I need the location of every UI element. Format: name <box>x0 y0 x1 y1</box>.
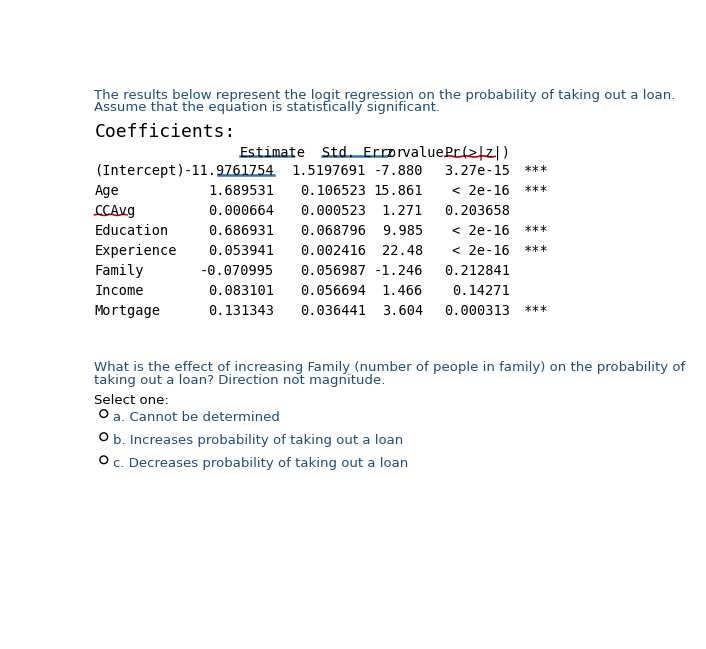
Text: ***: *** <box>524 224 549 238</box>
Text: Age: Age <box>95 184 119 198</box>
Text: ***: *** <box>524 164 549 178</box>
Text: Experience: Experience <box>95 244 177 258</box>
Text: Family: Family <box>95 264 144 278</box>
Text: 0.000523: 0.000523 <box>300 204 366 218</box>
Text: Income: Income <box>95 284 144 299</box>
Text: < 2e-16: < 2e-16 <box>452 184 510 198</box>
Text: taking out a loan? Direction not magnitude.: taking out a loan? Direction not magnitu… <box>95 374 385 387</box>
Text: 0.000313: 0.000313 <box>444 304 510 318</box>
Text: Pr(>|z|): Pr(>|z|) <box>445 145 510 160</box>
Text: 0.14271: 0.14271 <box>452 284 510 299</box>
Text: 0.056694: 0.056694 <box>300 284 366 299</box>
Text: The results below represent the logit regression on the probability of taking ou: The results below represent the logit re… <box>95 89 676 102</box>
Text: < 2e-16: < 2e-16 <box>452 244 510 258</box>
Text: 0.083101: 0.083101 <box>208 284 274 299</box>
Text: 1.5197691: 1.5197691 <box>292 164 366 178</box>
Text: 0.036441: 0.036441 <box>300 304 366 318</box>
Text: 0.686931: 0.686931 <box>208 224 274 238</box>
Text: 0.053941: 0.053941 <box>208 244 274 258</box>
Text: -0.070995: -0.070995 <box>200 264 274 278</box>
Text: -1.246: -1.246 <box>373 264 423 278</box>
Text: 1.689531: 1.689531 <box>208 184 274 198</box>
Text: Mortgage: Mortgage <box>95 304 160 318</box>
Text: -7.880: -7.880 <box>373 164 423 178</box>
Text: 0.212841: 0.212841 <box>444 264 510 278</box>
Text: 0.203658: 0.203658 <box>444 204 510 218</box>
Text: 3.27e-15: 3.27e-15 <box>444 164 510 178</box>
Text: 9.985: 9.985 <box>382 224 423 238</box>
Text: ***: *** <box>524 244 549 258</box>
Text: -11.9761754: -11.9761754 <box>184 164 274 178</box>
Text: c. Decreases probability of taking out a loan: c. Decreases probability of taking out a… <box>113 457 408 470</box>
Text: What is the effect of increasing Family (number of people in family) on the prob: What is the effect of increasing Family … <box>95 361 686 374</box>
Text: 3.604: 3.604 <box>382 304 423 318</box>
Text: Education: Education <box>95 224 169 238</box>
Text: 1.466: 1.466 <box>382 284 423 299</box>
Text: 0.002416: 0.002416 <box>300 244 366 258</box>
Text: Assume that the equation is statistically significant.: Assume that the equation is statisticall… <box>95 101 441 114</box>
Text: Estimate: Estimate <box>240 145 306 160</box>
Text: 22.48: 22.48 <box>382 244 423 258</box>
Text: 0.131343: 0.131343 <box>208 304 274 318</box>
Text: Std. Error: Std. Error <box>323 145 405 160</box>
Text: CCAvg: CCAvg <box>95 204 136 218</box>
Text: 0.056987: 0.056987 <box>300 264 366 278</box>
Text: z value: z value <box>386 145 443 160</box>
Text: ***: *** <box>524 184 549 198</box>
Text: b. Increases probability of taking out a loan: b. Increases probability of taking out a… <box>113 434 403 447</box>
Text: 15.861: 15.861 <box>373 184 423 198</box>
Text: < 2e-16: < 2e-16 <box>452 224 510 238</box>
Text: ***: *** <box>524 304 549 318</box>
Text: a. Cannot be determined: a. Cannot be determined <box>113 411 280 424</box>
Text: 0.000664: 0.000664 <box>208 204 274 218</box>
Text: 0.068796: 0.068796 <box>300 224 366 238</box>
Text: Select one:: Select one: <box>95 393 169 406</box>
Text: Coefficients:: Coefficients: <box>95 123 236 141</box>
Text: 1.271: 1.271 <box>382 204 423 218</box>
Text: (Intercept): (Intercept) <box>95 164 185 178</box>
Text: 0.106523: 0.106523 <box>300 184 366 198</box>
